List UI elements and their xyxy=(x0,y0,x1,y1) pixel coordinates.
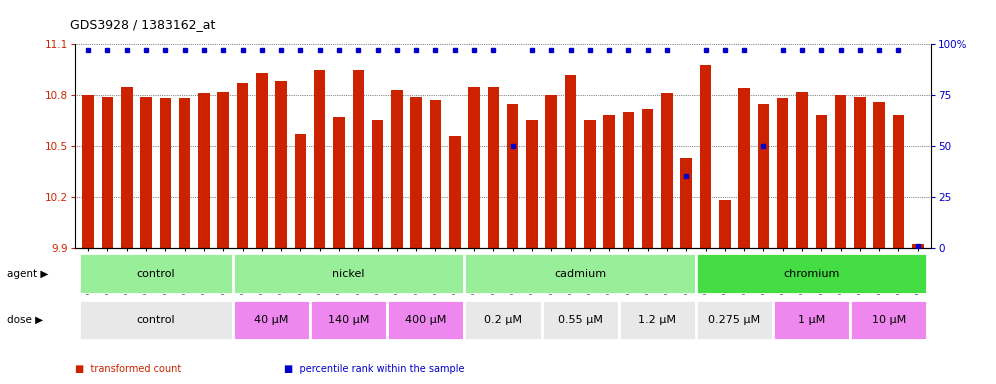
Bar xyxy=(79,300,233,340)
Bar xyxy=(661,93,672,248)
Bar xyxy=(873,102,885,248)
Bar xyxy=(429,100,441,248)
Bar xyxy=(372,121,383,248)
Bar xyxy=(275,81,287,248)
Text: 1 μM: 1 μM xyxy=(798,314,826,325)
Bar xyxy=(159,98,171,248)
Bar xyxy=(310,300,387,340)
Bar xyxy=(464,300,542,340)
Bar xyxy=(719,200,731,248)
Bar xyxy=(179,98,190,248)
Bar xyxy=(256,73,268,248)
Text: nickel: nickel xyxy=(333,268,365,279)
Text: dose ▶: dose ▶ xyxy=(7,314,43,325)
Bar xyxy=(314,70,326,248)
Bar xyxy=(507,104,518,248)
Text: 0.2 μM: 0.2 μM xyxy=(484,314,522,325)
Text: ■  transformed count: ■ transformed count xyxy=(75,364,181,374)
Bar xyxy=(619,300,696,340)
Text: 0.275 μM: 0.275 μM xyxy=(708,314,761,325)
Text: 0.55 μM: 0.55 μM xyxy=(558,314,603,325)
Bar xyxy=(102,97,114,248)
Bar xyxy=(584,121,596,248)
Bar xyxy=(79,253,233,294)
Bar xyxy=(488,86,499,248)
Bar xyxy=(816,116,827,248)
Bar xyxy=(622,112,634,248)
Bar xyxy=(387,300,464,340)
Bar xyxy=(464,253,696,294)
Bar xyxy=(565,74,577,248)
Text: GDS3928 / 1383162_at: GDS3928 / 1383162_at xyxy=(71,18,216,31)
Bar xyxy=(121,86,132,248)
Bar xyxy=(796,92,808,248)
Bar xyxy=(542,300,619,340)
Bar xyxy=(912,244,923,248)
Bar xyxy=(777,98,789,248)
Bar xyxy=(680,158,692,248)
Bar xyxy=(773,300,851,340)
Bar xyxy=(468,86,480,248)
Bar xyxy=(198,93,210,248)
Bar xyxy=(696,300,773,340)
Bar xyxy=(233,253,464,294)
Bar xyxy=(353,70,365,248)
Bar xyxy=(233,300,310,340)
Bar xyxy=(546,95,557,248)
Text: 40 μM: 40 μM xyxy=(254,314,289,325)
Bar xyxy=(83,95,94,248)
Bar xyxy=(410,97,422,248)
Bar xyxy=(526,121,538,248)
Bar xyxy=(217,92,229,248)
Text: chromium: chromium xyxy=(784,268,840,279)
Bar xyxy=(696,253,927,294)
Bar xyxy=(835,95,847,248)
Text: 10 μM: 10 μM xyxy=(872,314,906,325)
Text: 400 μM: 400 μM xyxy=(405,314,446,325)
Text: agent ▶: agent ▶ xyxy=(7,268,49,279)
Bar xyxy=(140,97,151,248)
Bar xyxy=(700,65,711,248)
Bar xyxy=(449,136,460,248)
Bar xyxy=(758,104,769,248)
Text: control: control xyxy=(136,268,175,279)
Bar xyxy=(237,83,248,248)
Text: control: control xyxy=(136,314,175,325)
Bar xyxy=(851,300,927,340)
Text: 1.2 μM: 1.2 μM xyxy=(638,314,676,325)
Bar xyxy=(604,116,615,248)
Text: 140 μM: 140 μM xyxy=(328,314,370,325)
Bar xyxy=(641,109,653,248)
Bar xyxy=(391,90,402,248)
Bar xyxy=(892,116,904,248)
Bar xyxy=(738,88,750,248)
Bar xyxy=(334,117,345,248)
Bar xyxy=(855,97,866,248)
Bar xyxy=(295,134,306,248)
Text: cadmium: cadmium xyxy=(554,268,607,279)
Text: ■  percentile rank within the sample: ■ percentile rank within the sample xyxy=(284,364,464,374)
